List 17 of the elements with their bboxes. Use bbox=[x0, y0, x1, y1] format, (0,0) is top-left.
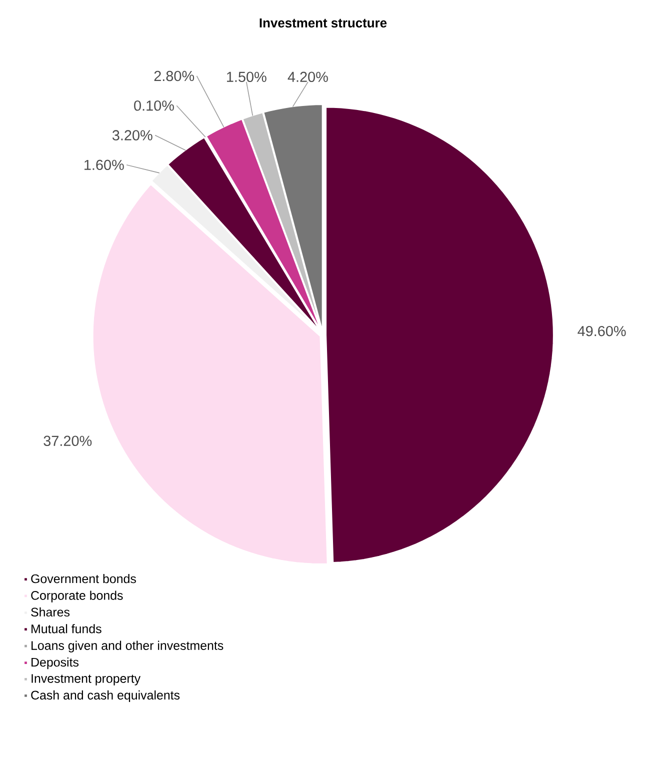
data-label: 1.50% bbox=[227, 72, 266, 82]
legend-label: Corporate bonds bbox=[31, 590, 123, 602]
legend-label: Cash and cash equivalents bbox=[31, 690, 180, 702]
data-label: 37.20% bbox=[44, 436, 92, 446]
legend-label: Deposits bbox=[32, 657, 79, 670]
data-label: 4.20% bbox=[288, 72, 328, 82]
data-label: 2.80% bbox=[154, 70, 194, 82]
data-label: 49.60% bbox=[578, 326, 626, 336]
data-label: 0.10% bbox=[134, 100, 174, 111]
legend-label: Government bonds bbox=[31, 574, 136, 584]
data-label: 1.60% bbox=[84, 160, 124, 170]
chart-title: Investment structure bbox=[260, 18, 387, 28]
data-label: 3.20% bbox=[112, 130, 152, 140]
legend-label: Mutual funds bbox=[32, 624, 102, 634]
legend-label: Shares bbox=[31, 607, 70, 617]
legend-label: Loans given and other investments bbox=[32, 640, 224, 652]
legend-label: Investment property bbox=[32, 674, 141, 686]
